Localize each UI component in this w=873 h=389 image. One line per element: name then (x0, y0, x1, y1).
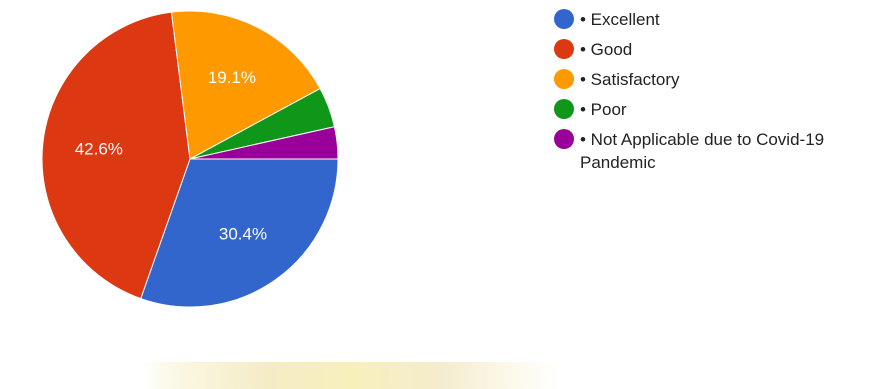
pie-slice-label-0: 30.4% (219, 224, 267, 243)
pie-slice-1[interactable] (41, 11, 191, 300)
legend-item-satisfactory[interactable]: • Satisfactory (554, 68, 869, 91)
legend-swatch-poor (554, 99, 574, 119)
pie-slice-label-1: 42.6% (75, 140, 123, 159)
legend-swatch-excellent (554, 9, 574, 29)
legend-label-poor: • Poor (580, 100, 627, 119)
pie-slice-label-2: 19.1% (208, 68, 256, 87)
pie-slice-2[interactable] (170, 10, 321, 160)
legend: • Excellent • Good • Satisfactory • Poor… (554, 8, 869, 181)
legend-label-satisfactory: • Satisfactory (580, 70, 680, 89)
legend-swatch-satisfactory (554, 69, 574, 89)
legend-label-excellent: • Excellent (580, 10, 660, 29)
legend-item-good[interactable]: • Good (554, 38, 869, 61)
pie-slice-0[interactable] (140, 158, 339, 308)
pie-slice-4[interactable] (189, 126, 339, 160)
legend-item-poor[interactable]: • Poor (554, 98, 869, 121)
legend-item-excellent[interactable]: • Excellent (554, 8, 869, 31)
decorative-banner-strip (140, 362, 560, 389)
legend-label-not-applicable: • Not Applicable due to Covid-19 Pandemi… (580, 130, 825, 172)
legend-item-not-applicable[interactable]: • Not Applicable due to Covid-19 Pandemi… (554, 128, 869, 174)
legend-swatch-not-applicable (554, 129, 574, 149)
legend-label-good: • Good (580, 40, 633, 59)
legend-swatch-good (554, 39, 574, 59)
